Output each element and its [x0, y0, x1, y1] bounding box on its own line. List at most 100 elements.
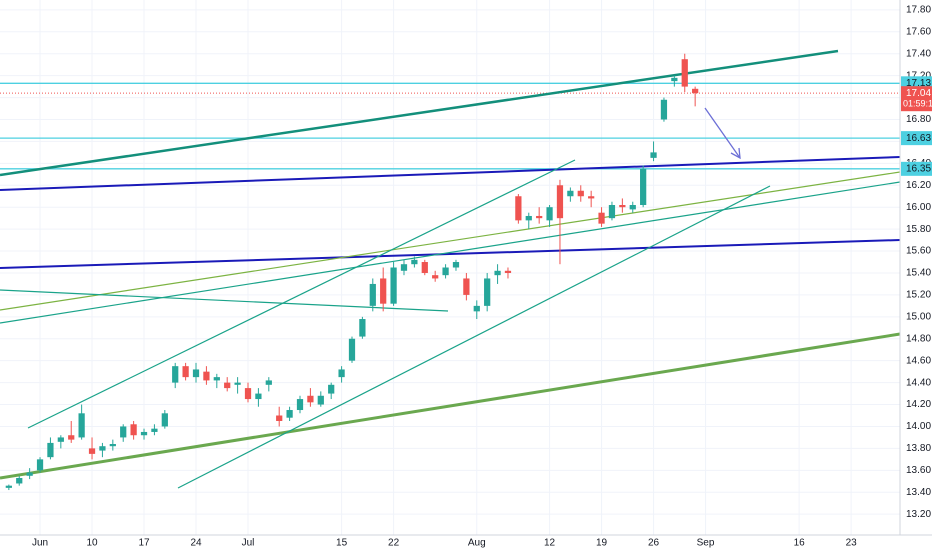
candle-body: [192, 369, 200, 378]
x-tick-label: Jul: [242, 538, 255, 549]
candles: [5, 53, 699, 491]
y-tick-label: 13.60: [906, 465, 931, 476]
candle-body: [130, 424, 137, 436]
candle-body: [598, 212, 605, 224]
candle-body: [26, 472, 33, 476]
x-tick-label: 17: [138, 538, 150, 549]
candle-body: [515, 196, 522, 221]
y-tick-label: 17.40: [906, 48, 931, 59]
level-label: 16.35: [906, 163, 931, 174]
candle-body: [47, 442, 54, 458]
trend-line: [0, 289, 449, 312]
candle-body: [328, 384, 335, 394]
x-tick-label: Sep: [697, 538, 715, 549]
candle-body: [588, 196, 595, 199]
candle-body: [317, 395, 324, 405]
level-label: 16.63: [906, 133, 931, 144]
trend-line: [0, 181, 901, 324]
candle-body: [442, 267, 449, 276]
candle-body: [286, 410, 293, 418]
candle-body: [432, 275, 439, 279]
axes: 13.20 13.40 13.60 13.80 14.00 14.20 14.40 14.60…: [32, 5, 932, 549]
candle-body: [567, 190, 574, 197]
drawings: [0, 49, 901, 489]
channel-line: [177, 185, 771, 489]
x-tick-label: 12: [544, 538, 556, 549]
channel-line: [27, 159, 576, 429]
candle-body: [640, 168, 647, 206]
candle-body: [109, 444, 116, 447]
candle-body: [203, 371, 210, 381]
level-label: 17.13: [906, 78, 931, 89]
candle-body: [265, 380, 272, 385]
candle-body: [463, 278, 470, 295]
candle-body: [172, 366, 179, 383]
trend-line: [0, 49, 839, 177]
candle-body: [224, 382, 231, 389]
candle-body: [255, 393, 262, 400]
candle-body: [629, 205, 636, 210]
last-price-box: [901, 86, 932, 112]
candle-body: [452, 262, 460, 268]
level-label-box: [901, 161, 932, 176]
y-tick-label: 15.00: [906, 311, 931, 322]
candle-body: [140, 431, 148, 436]
candle-body: [577, 190, 584, 197]
y-tick-label: 14.60: [906, 355, 931, 366]
candle-body: [296, 399, 304, 411]
candle-body: [400, 264, 408, 271]
x-tick-label: 22: [388, 538, 400, 549]
x-tick-label: 26: [648, 538, 660, 549]
y-tick-label: 15.20: [906, 290, 931, 301]
y-tick-label: 17.20: [906, 70, 931, 81]
x-tick-label: 19: [596, 538, 608, 549]
candle-body: [536, 215, 543, 219]
candle-body: [671, 77, 678, 82]
candle-body: [348, 338, 356, 361]
trend-line: [0, 239, 901, 269]
y-tick-label: 15.40: [906, 268, 931, 279]
candle-body: [88, 448, 96, 454]
y-tick-label: 16.20: [906, 180, 931, 191]
trend-line: [0, 171, 901, 311]
y-tick-label: 17.60: [906, 26, 931, 37]
arrow-head: [730, 147, 741, 160]
candle-body: [421, 262, 428, 273]
candle-body: [213, 377, 220, 381]
candle-body: [151, 428, 158, 432]
y-tick-label: 13.80: [906, 443, 931, 454]
candle-body: [120, 426, 127, 438]
y-tick-label: 13.40: [906, 487, 931, 498]
candle-body: [380, 278, 387, 304]
candle-body: [608, 205, 616, 219]
candle-body: [182, 366, 189, 378]
x-tick-label: 16: [794, 538, 806, 549]
y-tick-label: 15.60: [906, 246, 931, 257]
x-tick-label: 10: [86, 538, 98, 549]
trend-line: [0, 156, 901, 191]
y-tick-label: 16.80: [906, 114, 931, 125]
candle-body: [494, 270, 501, 276]
y-tick-label: 14.40: [906, 377, 931, 388]
y-tick-label: 14.80: [906, 333, 931, 344]
candle-body: [473, 305, 480, 312]
candle-body: [338, 369, 345, 378]
candle-body: [307, 395, 314, 403]
candle-body: [276, 415, 283, 421]
x-tick-label: 15: [336, 538, 348, 549]
candle-body: [57, 437, 64, 442]
candle-body: [16, 477, 23, 484]
candle-body: [692, 88, 699, 94]
x-tick-label: 23: [846, 538, 858, 549]
candle-body: [99, 446, 106, 451]
candle-body: [5, 485, 12, 488]
countdown-label: 01:59:11: [903, 99, 932, 109]
candle-body: [504, 270, 512, 273]
level-label-box: [901, 131, 932, 146]
candle-body: [525, 215, 532, 221]
candle-body: [484, 278, 491, 306]
x-tick-label: 24: [190, 538, 202, 549]
candle-body: [619, 205, 626, 208]
y-tick-label: 14.00: [906, 421, 931, 432]
